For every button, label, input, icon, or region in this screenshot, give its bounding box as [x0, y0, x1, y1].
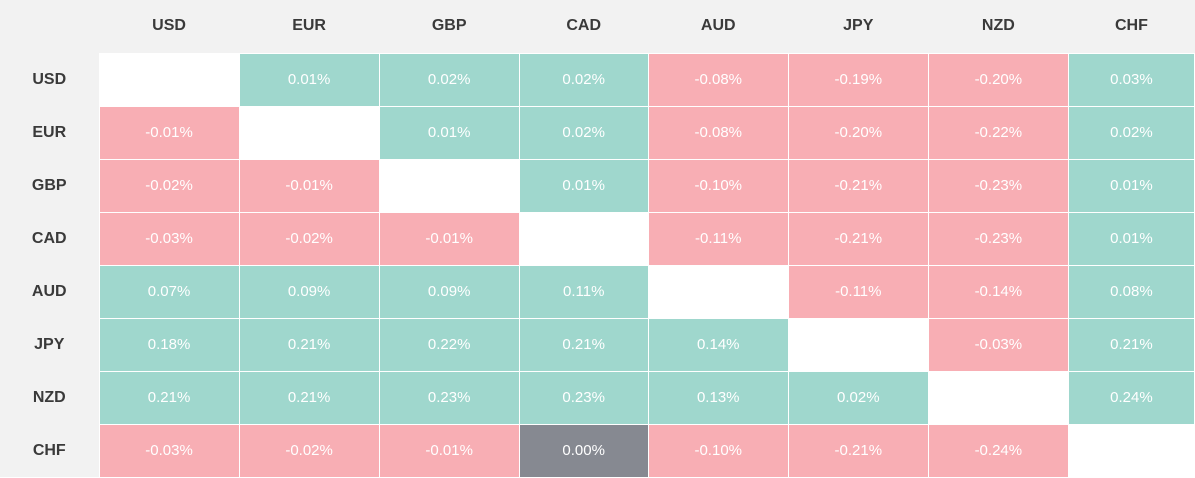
- heatmap-cell-nzd-cad[interactable]: 0.23%: [518, 370, 649, 425]
- heatmap-body: USD 0.01% 0.02% 0.02% -0.08% -0.19% -0.20% 0.03…: [0, 52, 1195, 478]
- heatmap-cell-aud-usd[interactable]: 0.07%: [98, 264, 240, 319]
- table-row-gbp: GBP -0.02% -0.01% 0.01% -0.10% -0.21% -0.23% 0.…: [0, 158, 1195, 213]
- table-row-chf: CHF -0.03% -0.02% -0.01% 0.00% -0.10% -0.21% -0…: [0, 423, 1195, 478]
- heatmap-cell-eur-aud[interactable]: -0.08%: [647, 105, 789, 160]
- row-header-cad[interactable]: CAD: [0, 212, 100, 265]
- heatmap-cell-usd-aud[interactable]: -0.08%: [647, 52, 789, 107]
- heatmap-cell-eur-gbp[interactable]: 0.01%: [378, 105, 520, 160]
- heatmap-cell-usd-chf[interactable]: 0.03%: [1067, 52, 1195, 107]
- heatmap-cell-empty: [787, 317, 929, 372]
- heatmap-cell-gbp-chf[interactable]: 0.01%: [1067, 158, 1195, 213]
- heatmap-cell-empty: [98, 52, 240, 107]
- heatmap-cell-gbp-jpy[interactable]: -0.21%: [787, 158, 929, 213]
- heatmap-cell-aud-nzd[interactable]: -0.14%: [927, 264, 1069, 319]
- heatmap-cell-jpy-nzd[interactable]: -0.03%: [927, 317, 1069, 372]
- heatmap-cell-usd-cad[interactable]: 0.02%: [518, 52, 649, 107]
- row-header-usd[interactable]: USD: [0, 53, 100, 106]
- heatmap-cell-chf-nzd[interactable]: -0.24%: [927, 423, 1069, 478]
- heatmap-cell-jpy-eur[interactable]: 0.21%: [238, 317, 380, 372]
- heatmap-cell-aud-gbp[interactable]: 0.09%: [378, 264, 520, 319]
- row-header-nzd[interactable]: NZD: [0, 371, 100, 424]
- heatmap-cell-cad-usd[interactable]: -0.03%: [98, 211, 240, 266]
- heatmap-cell-empty: [378, 158, 520, 213]
- column-header-eur[interactable]: EUR: [239, 0, 380, 53]
- heatmap-cell-aud-chf[interactable]: 0.08%: [1067, 264, 1195, 319]
- column-header-chf[interactable]: CHF: [1068, 0, 1195, 53]
- heatmap-cell-gbp-eur[interactable]: -0.01%: [238, 158, 380, 213]
- heatmap-cell-gbp-aud[interactable]: -0.10%: [647, 158, 789, 213]
- table-row-nzd: NZD 0.21% 0.21% 0.23% 0.23% 0.13% 0.02% 0.24%: [0, 370, 1195, 425]
- heatmap-cell-nzd-eur[interactable]: 0.21%: [238, 370, 380, 425]
- header-row: USD EUR GBP CAD AUD JPY NZD CHF: [0, 0, 1195, 53]
- row-header-chf[interactable]: CHF: [0, 424, 100, 477]
- heatmap-cell-usd-nzd[interactable]: -0.20%: [927, 52, 1069, 107]
- heatmap-cell-cad-nzd[interactable]: -0.23%: [927, 211, 1069, 266]
- column-header-usd[interactable]: USD: [99, 0, 240, 53]
- column-header-aud[interactable]: AUD: [648, 0, 789, 53]
- heatmap-cell-eur-nzd[interactable]: -0.22%: [927, 105, 1069, 160]
- heatmap-cell-gbp-nzd[interactable]: -0.23%: [927, 158, 1069, 213]
- heatmap-cell-chf-jpy[interactable]: -0.21%: [787, 423, 929, 478]
- heatmap-cell-nzd-chf[interactable]: 0.24%: [1067, 370, 1195, 425]
- column-header-nzd[interactable]: NZD: [928, 0, 1069, 53]
- column-header-gbp[interactable]: GBP: [379, 0, 520, 53]
- heatmap-cell-nzd-aud[interactable]: 0.13%: [647, 370, 789, 425]
- heatmap-cell-nzd-jpy[interactable]: 0.02%: [787, 370, 929, 425]
- table-row-usd: USD 0.01% 0.02% 0.02% -0.08% -0.19% -0.20% 0.03…: [0, 52, 1195, 107]
- heatmap-cell-gbp-usd[interactable]: -0.02%: [98, 158, 240, 213]
- heatmap-cell-aud-eur[interactable]: 0.09%: [238, 264, 380, 319]
- heatmap-cell-jpy-gbp[interactable]: 0.22%: [378, 317, 520, 372]
- row-header-aud[interactable]: AUD: [0, 265, 100, 318]
- heatmap-cell-usd-eur[interactable]: 0.01%: [238, 52, 380, 107]
- heatmap-cell-chf-eur[interactable]: -0.02%: [238, 423, 380, 478]
- row-header-eur[interactable]: EUR: [0, 106, 100, 159]
- heatmap-cell-chf-cad[interactable]: 0.00%: [518, 423, 649, 478]
- heatmap-cell-cad-gbp[interactable]: -0.01%: [378, 211, 520, 266]
- heatmap-cell-chf-usd[interactable]: -0.03%: [98, 423, 240, 478]
- heatmap-cell-nzd-usd[interactable]: 0.21%: [98, 370, 240, 425]
- heatmap-cell-cad-aud[interactable]: -0.11%: [647, 211, 789, 266]
- row-header-gbp[interactable]: GBP: [0, 159, 100, 212]
- heatmap-cell-jpy-cad[interactable]: 0.21%: [518, 317, 649, 372]
- heatmap-cell-chf-aud[interactable]: -0.10%: [647, 423, 789, 478]
- heatmap-cell-eur-jpy[interactable]: -0.20%: [787, 105, 929, 160]
- heatmap-cell-cad-eur[interactable]: -0.02%: [238, 211, 380, 266]
- table-row-cad: CAD -0.03% -0.02% -0.01% -0.11% -0.21% -0.23% 0…: [0, 211, 1195, 266]
- heatmap-cell-cad-jpy[interactable]: -0.21%: [787, 211, 929, 266]
- heatmap-cell-jpy-usd[interactable]: 0.18%: [98, 317, 240, 372]
- heatmap-cell-jpy-aud[interactable]: 0.14%: [647, 317, 789, 372]
- heatmap-cell-aud-jpy[interactable]: -0.11%: [787, 264, 929, 319]
- table-row-aud: AUD 0.07% 0.09% 0.09% 0.11% -0.11% -0.14% 0.08%: [0, 264, 1195, 319]
- heatmap-cell-chf-gbp[interactable]: -0.01%: [378, 423, 520, 478]
- row-header-jpy[interactable]: JPY: [0, 318, 100, 371]
- heatmap-cell-eur-chf[interactable]: 0.02%: [1067, 105, 1195, 160]
- heatmap-cell-empty: [238, 105, 380, 160]
- heatmap-cell-empty: [927, 370, 1069, 425]
- heatmap-cell-empty: [1067, 423, 1195, 478]
- table-row-jpy: JPY 0.18% 0.21% 0.22% 0.21% 0.14% -0.03% 0.21%: [0, 317, 1195, 372]
- heatmap-cell-empty: [647, 264, 789, 319]
- heatmap-cell-cad-chf[interactable]: 0.01%: [1067, 211, 1195, 266]
- heatmap-cell-gbp-cad[interactable]: 0.01%: [518, 158, 649, 213]
- corner-cell: [0, 0, 100, 53]
- heatmap-cell-jpy-chf[interactable]: 0.21%: [1067, 317, 1195, 372]
- heatmap-cell-nzd-gbp[interactable]: 0.23%: [378, 370, 520, 425]
- heatmap-header: USD EUR GBP CAD AUD JPY NZD CHF: [0, 0, 1195, 53]
- table-row-eur: EUR -0.01% 0.01% 0.02% -0.08% -0.20% -0.22% 0.0…: [0, 105, 1195, 160]
- heatmap-cell-usd-gbp[interactable]: 0.02%: [378, 52, 520, 107]
- heatmap-cell-empty: [518, 211, 649, 266]
- column-header-jpy[interactable]: JPY: [788, 0, 929, 53]
- heatmap-cell-usd-jpy[interactable]: -0.19%: [787, 52, 929, 107]
- heatmap-cell-eur-usd[interactable]: -0.01%: [98, 105, 240, 160]
- column-header-cad[interactable]: CAD: [519, 0, 649, 53]
- heatmap-cell-eur-cad[interactable]: 0.02%: [518, 105, 649, 160]
- heatmap-cell-aud-cad[interactable]: 0.11%: [518, 264, 649, 319]
